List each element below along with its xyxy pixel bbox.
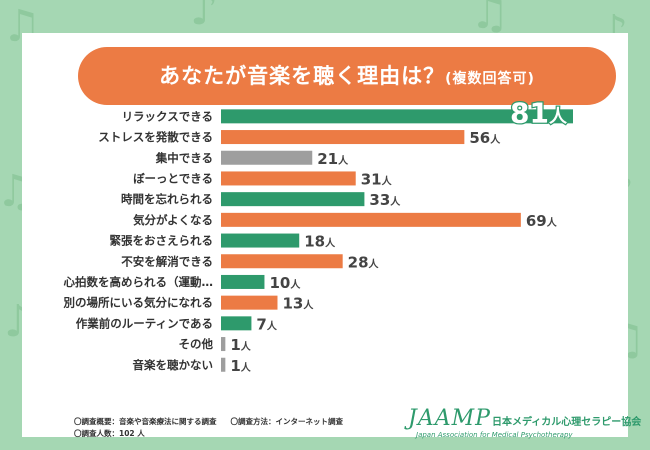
bar xyxy=(221,130,465,145)
bar xyxy=(221,254,343,269)
category-label: 気分がよくなる xyxy=(133,213,213,227)
bar xyxy=(221,171,356,186)
bar xyxy=(221,316,252,331)
data-label: 13人 xyxy=(282,295,314,313)
bar xyxy=(221,357,226,372)
data-label: 10人 xyxy=(269,274,301,292)
category-label: ぼーっとできる xyxy=(133,171,213,185)
bar xyxy=(221,295,278,310)
category-label: その他 xyxy=(179,337,214,351)
category-label: 不安を解消できる xyxy=(121,254,213,268)
data-label: 1人 xyxy=(230,357,251,375)
bar xyxy=(221,274,265,289)
chart-card: あなたが音楽を聴く理由は？(複数回答可) リラックスできる 81人ストレスを発散で… xyxy=(22,33,641,440)
logo-name-jp: 日本メディカル心理セラピー協会 xyxy=(492,417,642,428)
bar xyxy=(221,192,365,207)
bar xyxy=(221,233,300,248)
category-label: 音楽を聴かない xyxy=(133,358,214,372)
data-label: 21人 xyxy=(317,150,349,168)
category-label: 作業前のルーティンである xyxy=(76,316,213,330)
data-label: 33人 xyxy=(369,191,401,209)
title-main: あなたが音楽を聴く理由は？ xyxy=(159,64,446,88)
music-note-icon: ♫ xyxy=(470,0,510,39)
jaamp-logo: JAAMP 日本メディカル心理セラピー協会 Japan Association … xyxy=(408,406,641,443)
data-label: 81人 xyxy=(510,96,568,129)
data-label: 69人 xyxy=(526,212,558,230)
survey-respondents: 〇調査人数：102 人 xyxy=(74,429,145,438)
category-label: 心拍数を高められる（運動… xyxy=(64,275,214,289)
data-label: 1人 xyxy=(230,336,251,354)
data-label: 31人 xyxy=(361,170,393,188)
category-label: ストレスを発散できる xyxy=(98,130,213,144)
category-label: 緊張をおさえられる xyxy=(110,234,214,248)
survey-footer: 〇調査概要：音楽や音楽療法に関する調査 〇調査方法：インターネット調査 〇調査人数… xyxy=(74,416,357,440)
category-label: 集中できる xyxy=(155,151,213,165)
chart-title: あなたが音楽を聴く理由は？(複数回答可) xyxy=(78,47,616,105)
music-note-icon: ♪ xyxy=(190,0,219,35)
data-label: 18人 xyxy=(304,233,336,251)
survey-overview: 〇調査概要：音楽や音楽療法に関する調査 xyxy=(74,417,217,426)
data-label: 28人 xyxy=(348,253,380,271)
data-label: 56人 xyxy=(469,129,501,147)
logo-name-en: Japan Association for Medical Psychother… xyxy=(416,431,573,439)
title-sub: (複数回答可) xyxy=(445,71,535,87)
title-banner: あなたが音楽を聴く理由は？(複数回答可) xyxy=(78,47,616,105)
logo-mark: JAAMP xyxy=(408,406,491,431)
bar xyxy=(221,212,521,227)
category-label: リラックスできる xyxy=(122,109,213,123)
category-label: 別の場所にいる気分になれる xyxy=(63,296,214,310)
bar xyxy=(221,337,226,352)
survey-method: 〇調査方法：インターネット調査 xyxy=(230,417,344,426)
bar xyxy=(221,109,573,124)
data-label: 7人 xyxy=(256,315,277,333)
bar xyxy=(221,150,313,165)
category-label: 時間を忘れられる xyxy=(121,192,213,206)
